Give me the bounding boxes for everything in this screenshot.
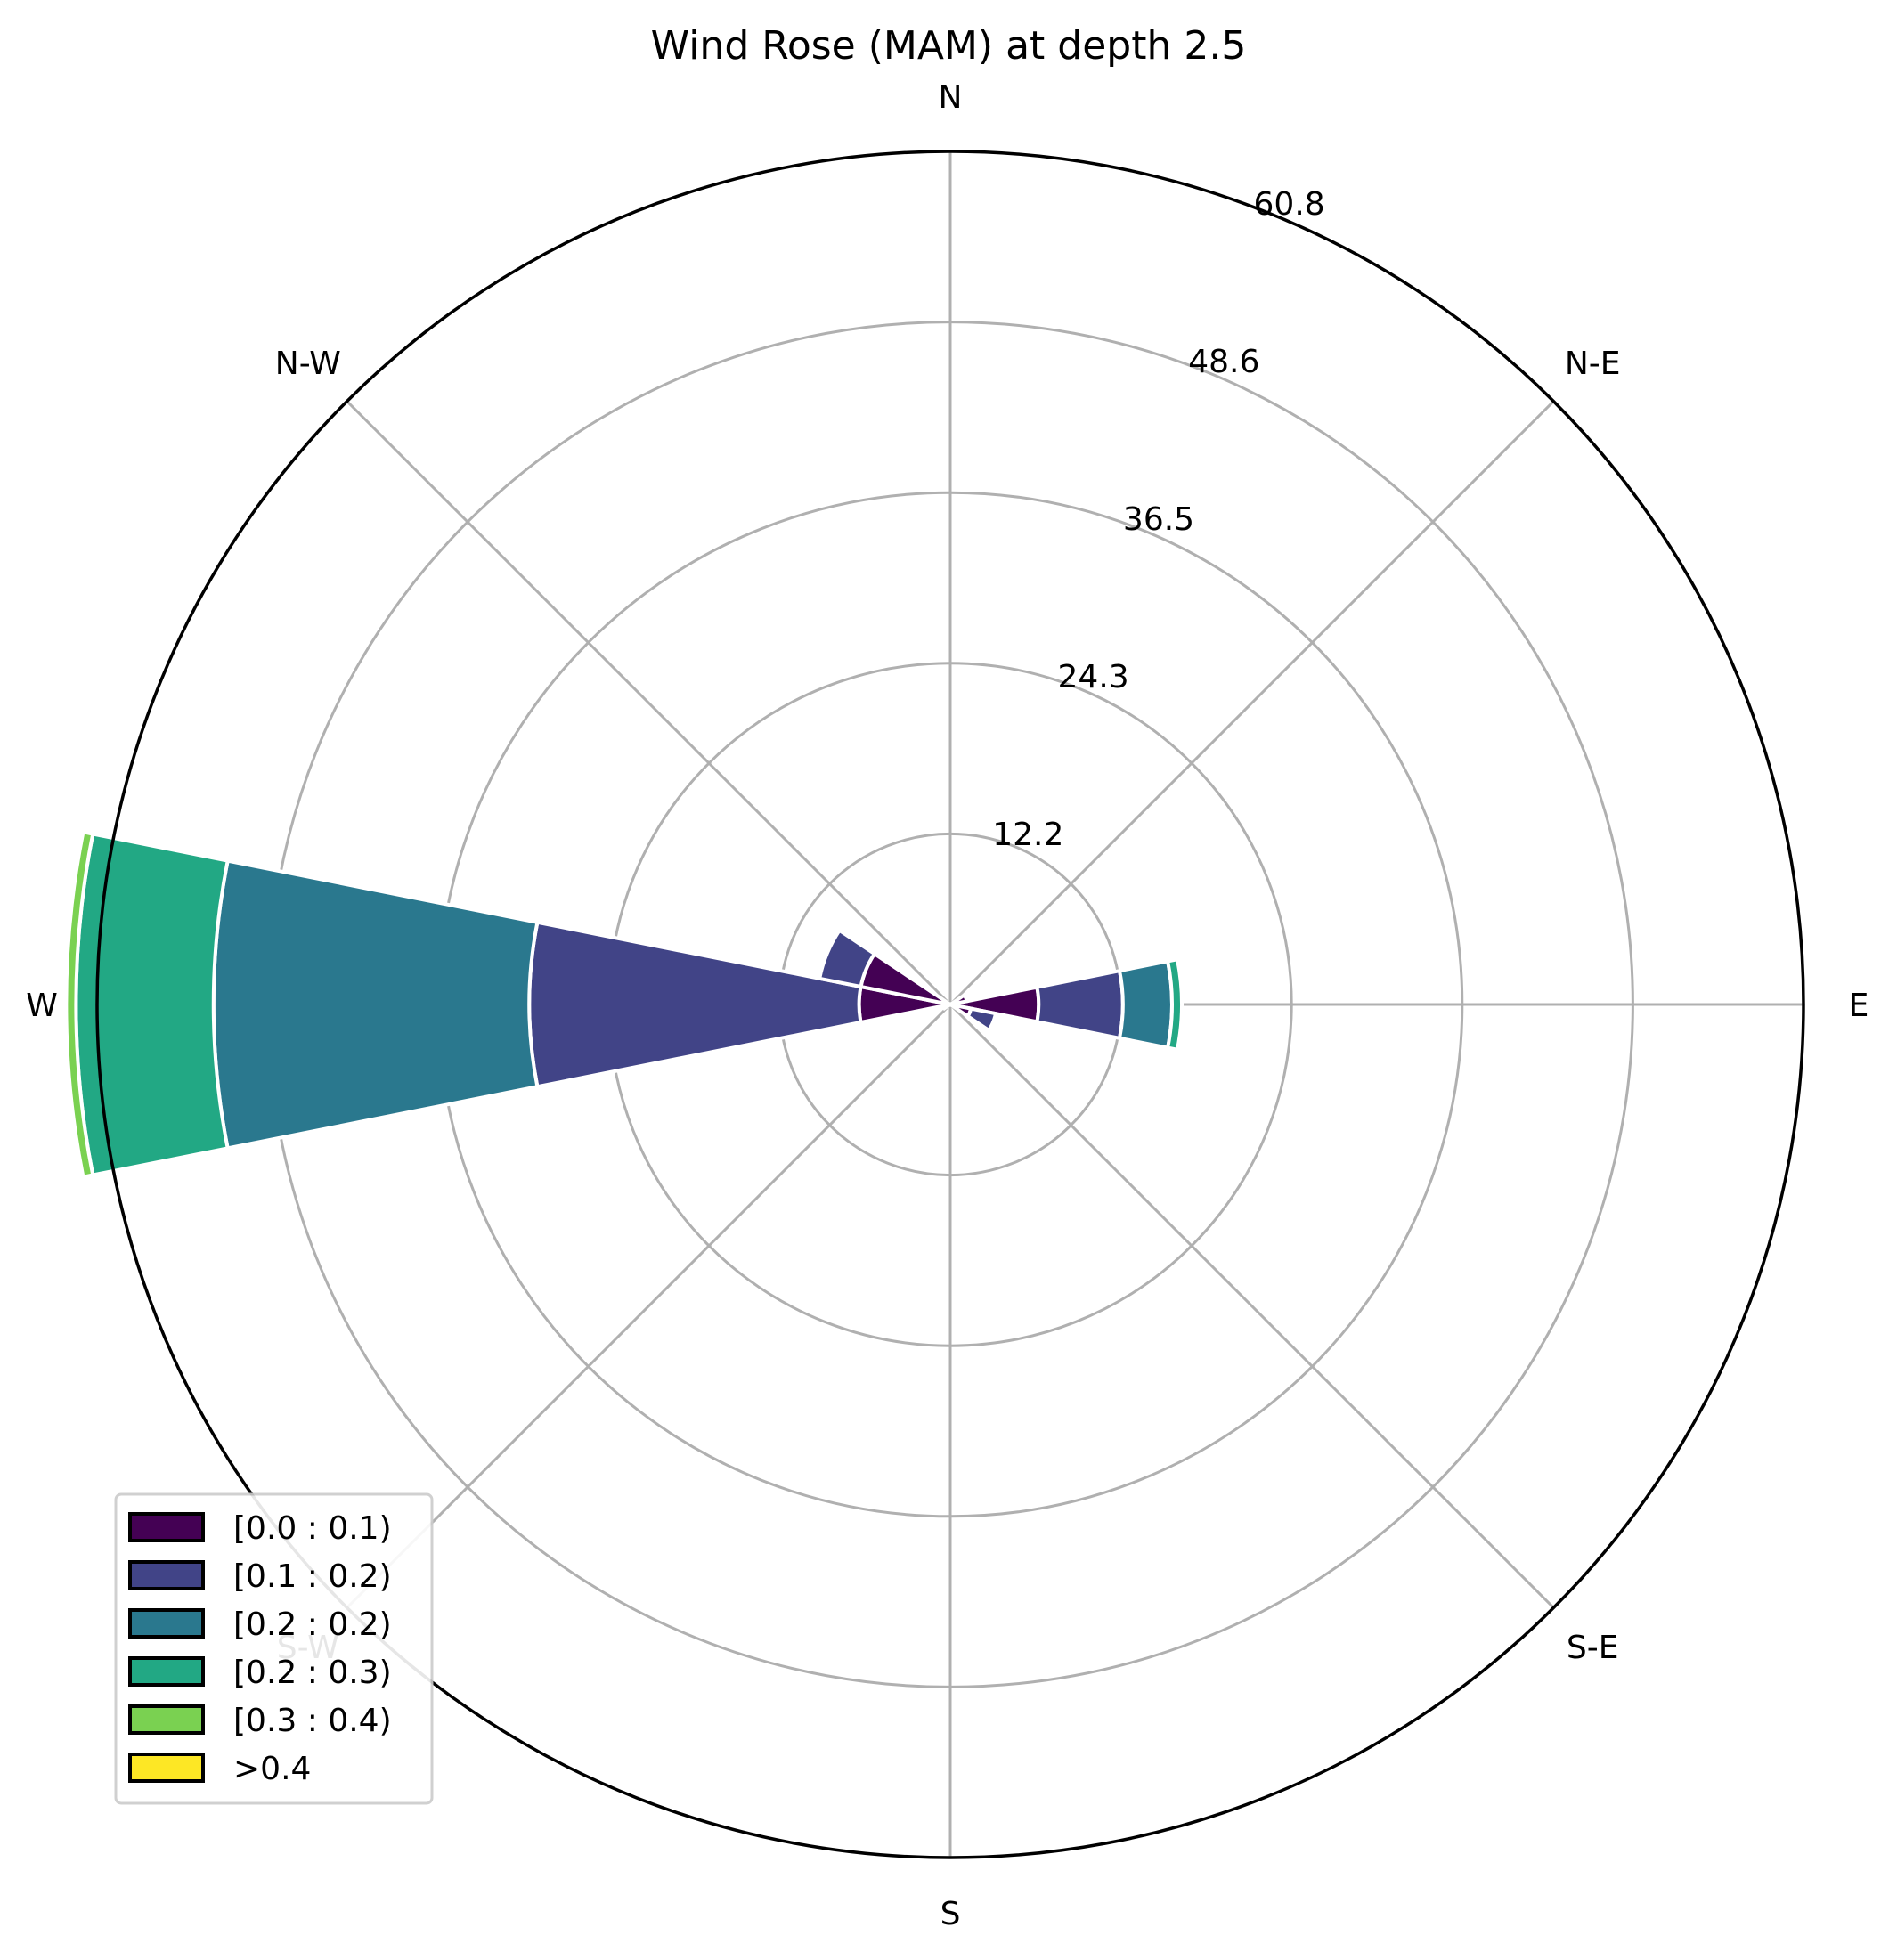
grid-spoke	[346, 1003, 952, 1609]
wind-rose-bars	[64, 829, 1184, 1180]
bar-segment	[74, 832, 231, 1177]
bar-segment	[817, 928, 877, 989]
radial-tick-label: 36.5	[1123, 501, 1194, 538]
grid-spoke	[346, 400, 952, 1006]
grid-spoke	[948, 400, 1555, 1006]
bar-segment	[211, 858, 540, 1151]
legend-label: [0.1 : 0.2)	[233, 1558, 392, 1595]
direction-label: S	[940, 1896, 961, 1932]
legend-swatch	[128, 1704, 205, 1735]
legend-swatch	[128, 1608, 205, 1639]
bar-segment	[1035, 968, 1125, 1041]
radial-tick-label: 24.3	[1058, 659, 1129, 695]
bar-segment	[940, 1003, 952, 1012]
legend-label: [0.2 : 0.2)	[233, 1606, 392, 1643]
direction-label: N-W	[275, 346, 341, 382]
legend-swatch	[128, 1753, 205, 1783]
radial-tick-label: 12.2	[992, 817, 1063, 853]
bar-segment	[527, 920, 863, 1089]
direction-label: E	[1849, 988, 1869, 1024]
direction-label: N-E	[1565, 346, 1621, 382]
bar-segment	[1165, 956, 1184, 1053]
legend-swatch	[128, 1656, 205, 1687]
direction-label: S-E	[1567, 1630, 1619, 1666]
legend-label: [0.3 : 0.4)	[233, 1703, 392, 1739]
legend-label: >0.4	[233, 1751, 311, 1787]
polar-outer-ring	[95, 150, 1805, 1859]
legend-label: [0.0 : 0.1)	[233, 1510, 392, 1547]
chart-title: Wind Rose (MAM) at depth 2.5	[651, 23, 1247, 69]
bar-segment	[965, 1006, 998, 1033]
bar-segment	[1117, 959, 1174, 1050]
direction-label: N	[939, 79, 963, 116]
legend-swatch	[128, 1560, 205, 1590]
grid-spoke	[948, 1003, 1555, 1609]
legend-swatch	[128, 1512, 205, 1542]
legend-label: [0.2 : 0.3)	[233, 1655, 392, 1691]
direction-label: W	[26, 988, 58, 1024]
bar-segment	[64, 829, 95, 1180]
radial-tick-label: 48.6	[1188, 344, 1259, 380]
legend: [0.0 : 0.1) [0.1 : 0.2) [0.2 : 0.2) [0.2 : …	[114, 1492, 434, 1805]
bar-segment	[948, 992, 969, 1006]
radial-tick-label: 60.8	[1254, 186, 1325, 223]
